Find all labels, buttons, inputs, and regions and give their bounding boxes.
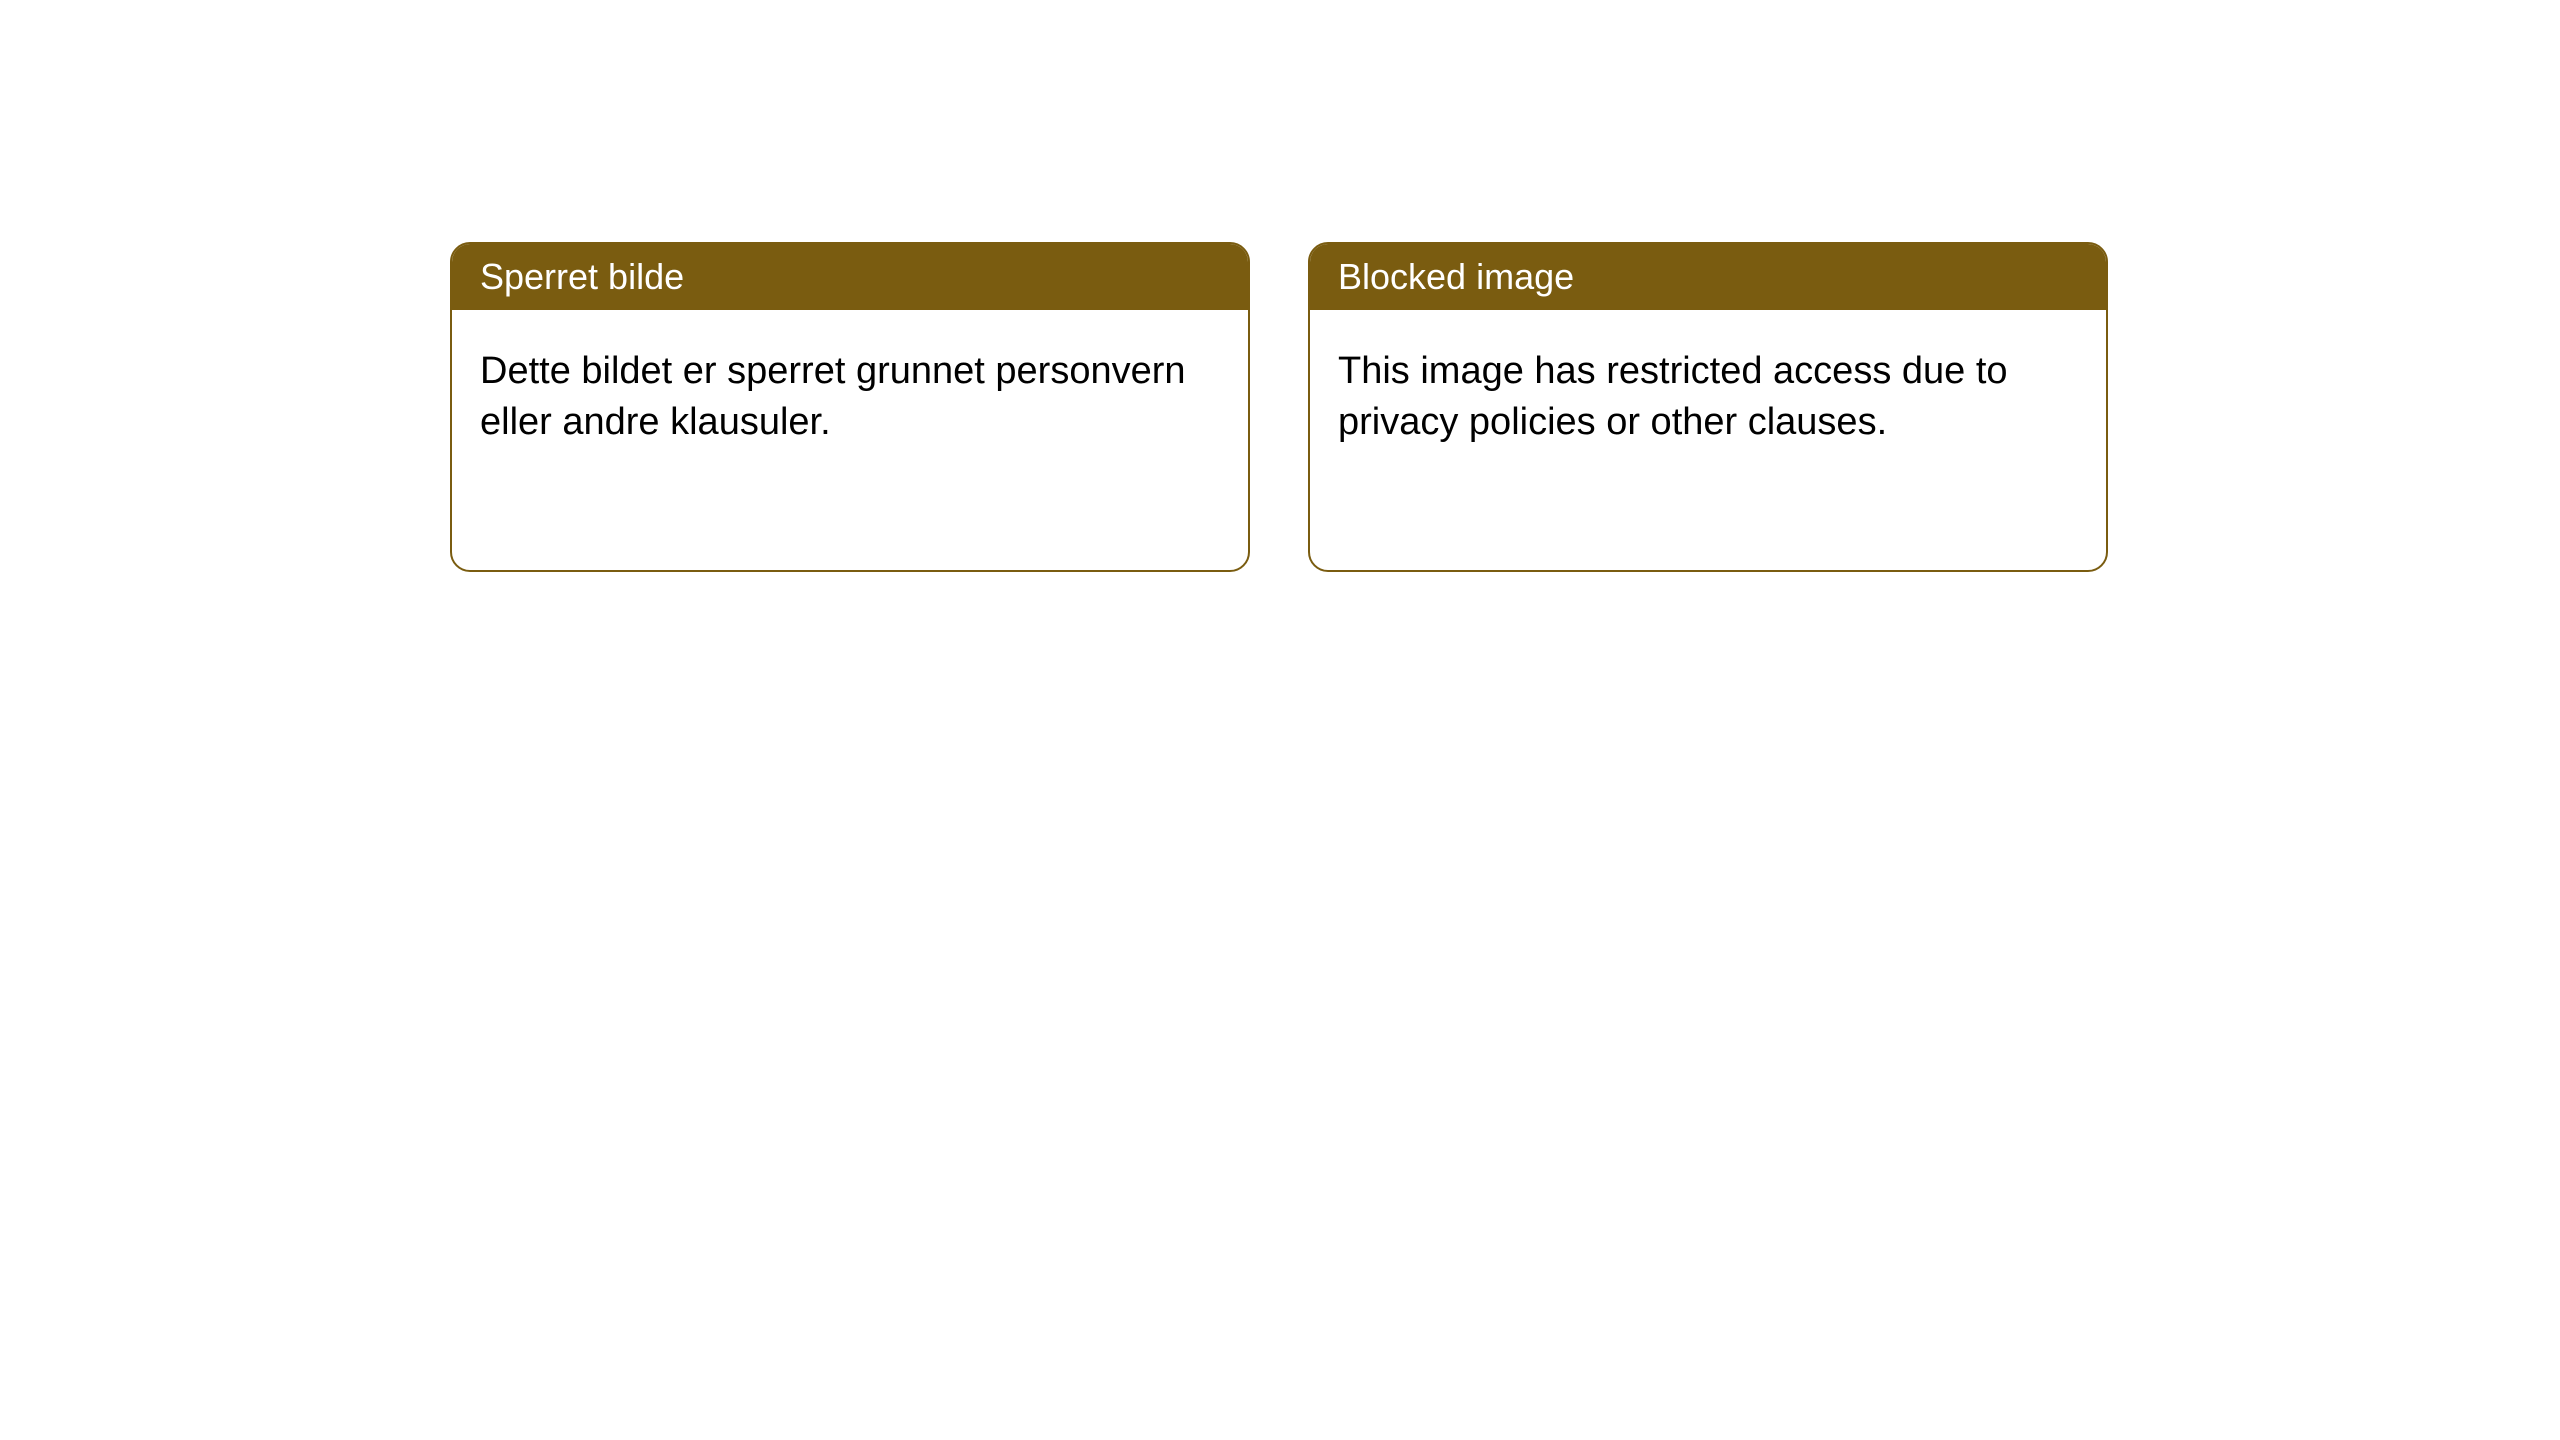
notice-body-text: This image has restricted access due to … <box>1338 350 2008 443</box>
notice-title: Sperret bilde <box>480 256 684 297</box>
notice-header: Blocked image <box>1310 244 2106 310</box>
notice-card-norwegian: Sperret bilde Dette bildet er sperret gr… <box>450 242 1250 572</box>
notice-body-text: Dette bildet er sperret grunnet personve… <box>480 350 1186 443</box>
notice-body: This image has restricted access due to … <box>1310 310 2106 485</box>
notice-card-english: Blocked image This image has restricted … <box>1308 242 2108 572</box>
notice-header: Sperret bilde <box>452 244 1248 310</box>
notice-title: Blocked image <box>1338 256 1574 297</box>
notice-body: Dette bildet er sperret grunnet personve… <box>452 310 1248 485</box>
notice-container: Sperret bilde Dette bildet er sperret gr… <box>450 242 2108 572</box>
